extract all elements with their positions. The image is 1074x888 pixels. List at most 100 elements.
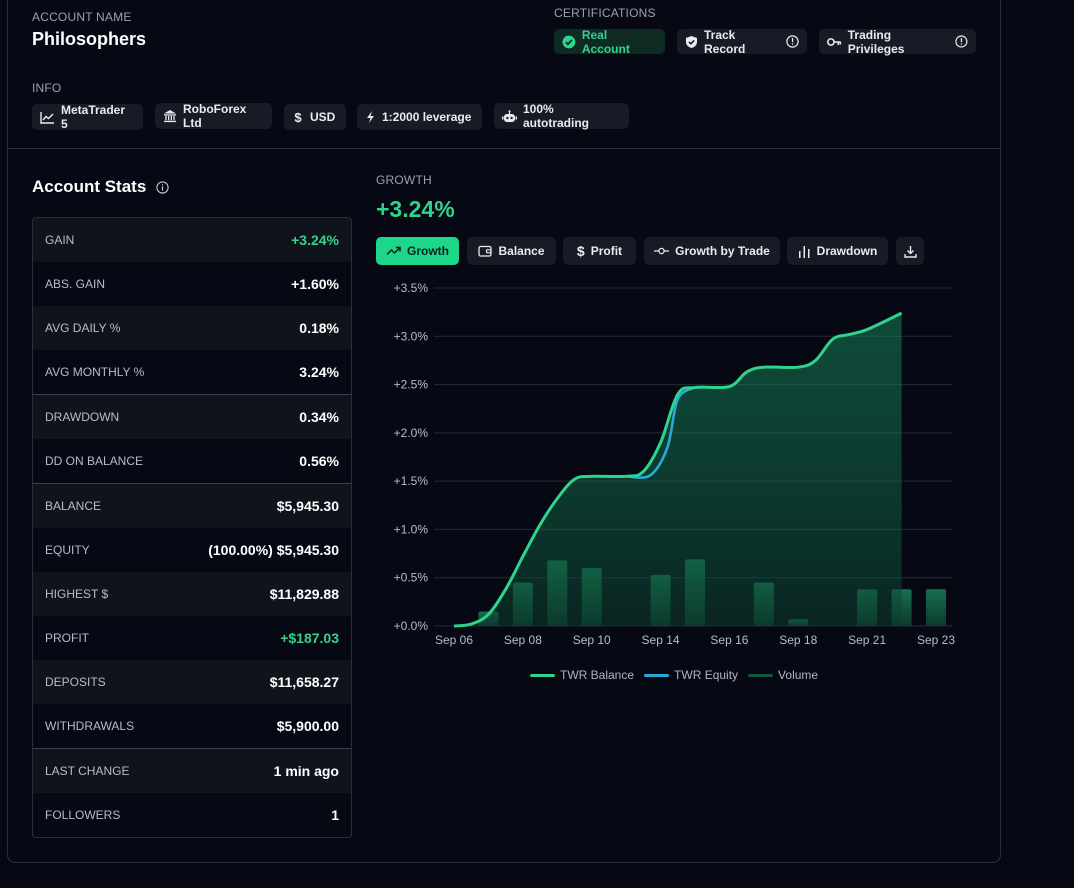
stat-value: 3.24% [299,364,339,380]
stat-label: GAIN [45,233,75,247]
tab-profit[interactable]: $ Profit [563,237,636,265]
info-icon[interactable] [955,35,968,48]
tab-drawdown[interactable]: Drawdown [787,237,888,265]
y-tick-label: +0.5% [394,571,429,585]
equity-line [626,386,696,480]
stat-row-highest: HIGHEST $ $11,829.88 [33,572,351,616]
dollar-icon: $ [576,243,585,259]
stat-value: 0.34% [299,409,339,425]
tab-growth-label: Growth [407,244,449,258]
stat-row-abs-gain: ABS. GAIN +1.60% [33,262,351,306]
stat-row-dd-balance: DD ON BALANCE 0.56% [33,439,351,483]
robot-icon [502,109,517,122]
legend-label: Volume [778,668,819,682]
stat-label: AVG MONTHLY % [45,365,145,379]
stat-row-last-change: LAST CHANGE 1 min ago [33,749,351,793]
stats-separator [33,483,351,484]
check-circle-icon [562,35,576,48]
stat-label: BALANCE [45,499,102,513]
account-stats-title: Account Stats [32,177,169,197]
stat-label: DRAWDOWN [45,410,120,424]
stat-value: 1 [331,807,339,823]
legend-item-volume[interactable]: Volume [748,668,818,682]
growth-label: GROWTH [376,173,432,187]
legend-label: TWR Balance [560,668,635,682]
section-divider [8,148,1000,149]
growth-area [454,313,902,626]
account-name: Philosophers [32,29,147,49]
stat-value: 0.56% [299,453,339,469]
legend-label: TWR Equity [674,668,739,682]
real-account-badge[interactable]: Real Account [554,28,665,56]
stat-row-followers: FOLLOWERS 1 [33,793,351,837]
balance-line [453,311,903,628]
x-tick-label: Sep 16 [710,633,748,647]
x-tick-label: Sep 21 [848,633,886,647]
platform-label: MetaTrader 5 [61,103,126,131]
x-tick-label: Sep 18 [779,633,817,647]
platform-chip: MetaTrader 5 [32,103,143,131]
autotrading-label: 100% autotrading [523,102,589,130]
stat-value: 1 min ago [273,763,339,779]
stat-label: ABS. GAIN [45,277,106,291]
leverage-chip: 1:2000 leverage [357,104,482,130]
track-record-label: Track Record [704,27,746,56]
legend-item-twr-balance[interactable]: TWR Balance [530,668,634,682]
stat-label: DD ON BALANCE [45,454,144,468]
wallet-icon [478,245,493,257]
stat-label: DEPOSITS [45,675,106,689]
stat-value: 0.18% [299,320,339,336]
broker-label: RoboForex Ltd [183,102,247,130]
legend-item-twr-equity[interactable]: TWR Equity [644,668,738,682]
tab-growth[interactable]: Growth [376,237,459,265]
y-tick-label: +1.5% [394,474,429,488]
stat-row-gain: GAIN +3.24% [33,218,351,262]
stat-value: +3.24% [291,232,339,248]
broker-chip: RoboForex Ltd [155,102,272,130]
stat-row-balance: BALANCE $5,945.30 [33,484,351,528]
info-icon[interactable] [786,35,799,48]
stat-row-avg-daily: AVG DAILY % 0.18% [33,306,351,350]
x-tick-label: Sep 06 [435,633,473,647]
tab-growth-by-trade[interactable]: Growth by Trade [644,237,780,265]
tab-balance-label: Balance [498,244,545,258]
download-button[interactable] [896,237,924,265]
tab-balance[interactable]: Balance [467,237,556,265]
stat-row-deposits: DEPOSITS $11,658.27 [33,660,351,704]
stat-value: (100.00%) $5,945.30 [208,542,339,558]
y-tick-label: +3.5% [394,281,429,295]
autotrading-chip: 100% autotrading [494,102,629,130]
trading-privileges-label: Trading Privileges [847,27,905,56]
stat-label: WITHDRAWALS [45,719,135,733]
x-tick-label: Sep 14 [642,633,680,647]
trending-up-icon [386,246,401,256]
legend-swatch [530,673,555,677]
stat-value: $5,900.00 [276,718,339,734]
trading-privileges-badge[interactable]: Trading Privileges [819,27,976,56]
y-tick-label: +2.0% [394,426,429,440]
stat-value: $11,829.88 [269,586,339,602]
stats-table: GAIN +3.24% ABS. GAIN +1.60% AVG DAILY % 0.… [32,217,352,838]
stat-value: $5,945.30 [276,498,339,514]
growth-chart: +0.0% +0.5% +1.0% +1.5% +2.0% +2.5% +3.0% +3.5%… [394,281,956,647]
lightning-icon [367,111,374,123]
stat-row-withdrawals: WITHDRAWALS $5,900.00 [33,704,351,748]
commit-icon [654,247,670,255]
dollar-icon: $ [294,109,302,125]
stats-separator [33,394,351,395]
shield-check-icon [686,35,697,48]
tab-drawdown-label: Drawdown [816,244,878,258]
volume-bar [926,589,946,626]
stat-value: +1.60% [291,276,339,292]
chart-legend: TWR Balance TWR Equity Volume [530,668,818,682]
stat-label: PROFIT [45,631,89,645]
info-icon[interactable] [156,180,169,194]
stat-label: HIGHEST $ [45,587,109,601]
leverage-label: 1:2000 leverage [382,110,472,124]
x-tick-label: Sep 08 [504,633,542,647]
stat-value: +$187.03 [280,630,339,646]
tab-profit-label: Profit [590,244,623,258]
certifications-label: CERTIFICATIONS [554,6,656,20]
info-label: INFO [32,81,62,95]
track-record-badge[interactable]: Track Record [677,27,807,56]
